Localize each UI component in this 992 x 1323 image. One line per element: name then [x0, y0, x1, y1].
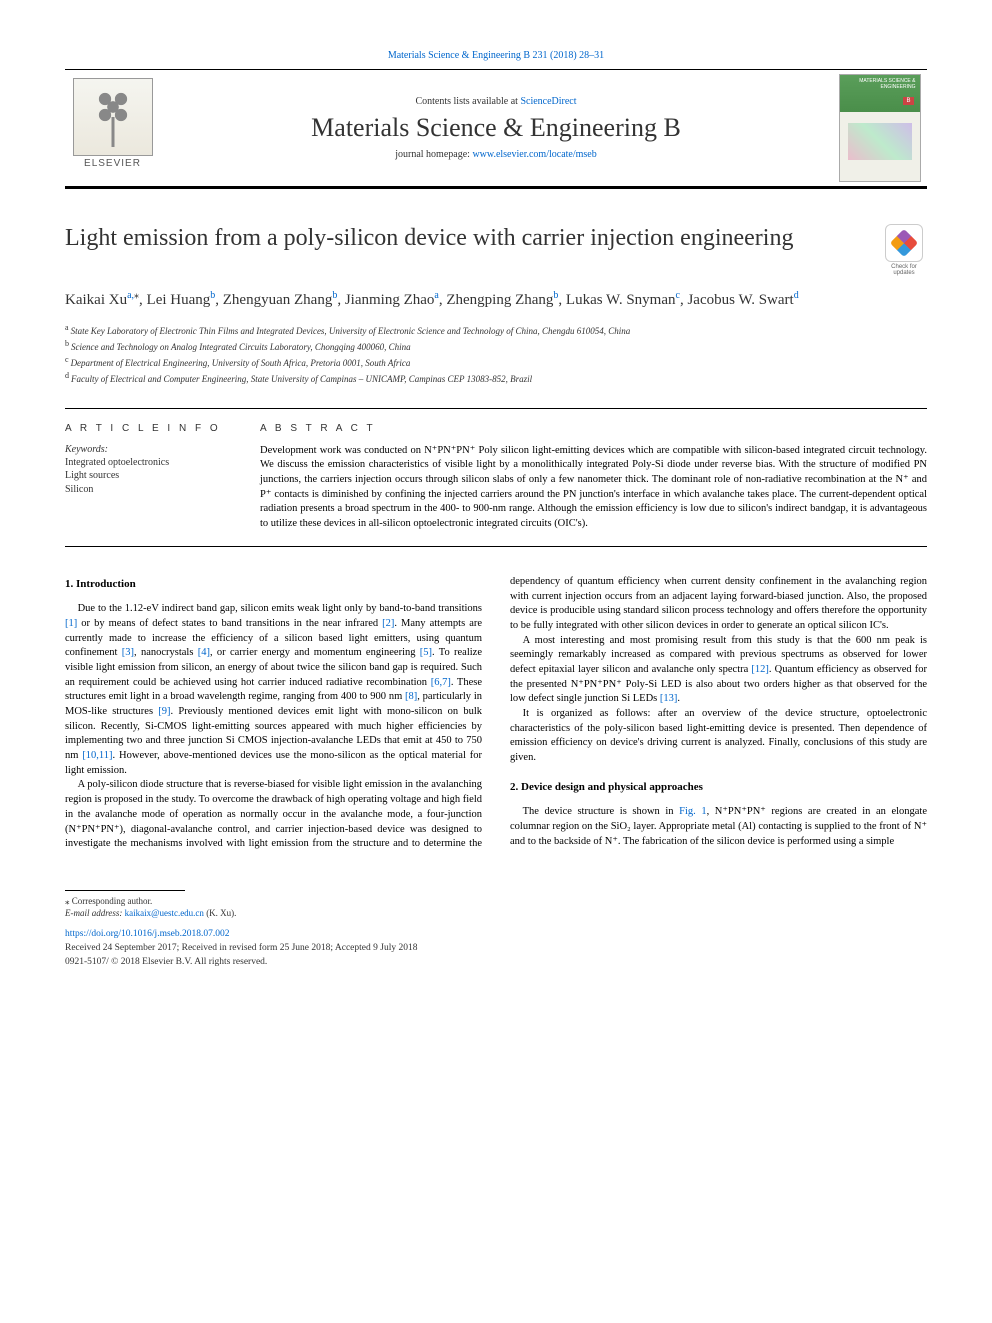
- journal-cover-thumb: [839, 74, 921, 182]
- keywords-list: Integrated optoelectronicsLight sourcesS…: [65, 456, 230, 497]
- elsevier-tree-icon: [73, 78, 153, 156]
- email-label: E-mail address:: [65, 908, 125, 918]
- authors-line: Kaikai Xua,⁎, Lei Huangb, Zhengyuan Zhan…: [65, 288, 927, 312]
- section-heading-design: 2. Device design and physical approaches: [510, 780, 927, 795]
- article-info-heading: A R T I C L E I N F O: [65, 423, 230, 434]
- check-updates-badge[interactable]: Check for updates: [881, 224, 927, 276]
- copyright-line: 0921-5107/ © 2018 Elsevier B.V. All righ…: [65, 956, 927, 969]
- cover-cell: [832, 70, 927, 186]
- article-info-column: A R T I C L E I N F O Keywords: Integrat…: [65, 423, 230, 532]
- journal-name: Materials Science & Engineering B: [311, 113, 681, 143]
- email-line: E-mail address: kaikaix@uestc.edu.cn (K.…: [65, 907, 927, 920]
- check-updates-icon: [885, 224, 923, 262]
- abstract-text: Development work was conducted on N⁺PN⁺P…: [260, 444, 927, 532]
- sciencedirect-link[interactable]: ScienceDirect: [520, 96, 576, 107]
- article-title: Light emission from a poly-silicon devic…: [65, 224, 866, 253]
- intro-p4: It is organized as follows: after an ove…: [510, 707, 927, 766]
- design-p1: The device structure is shown in Fig. 1,…: [510, 805, 927, 849]
- received-line: Received 24 September 2017; Received in …: [65, 942, 927, 955]
- footer-divider: [65, 890, 185, 891]
- homepage-line: journal homepage: www.elsevier.com/locat…: [395, 149, 597, 160]
- doi-link[interactable]: https://doi.org/10.1016/j.mseb.2018.07.0…: [65, 928, 927, 941]
- email-suffix: (K. Xu).: [204, 908, 237, 918]
- abstract-column: A B S T R A C T Development work was con…: [260, 423, 927, 532]
- elsevier-logo: ELSEVIER: [73, 78, 153, 178]
- contents-line: Contents lists available at ScienceDirec…: [415, 96, 576, 107]
- section-heading-intro: 1. Introduction: [65, 577, 482, 592]
- elsevier-label: ELSEVIER: [73, 158, 153, 169]
- journal-banner: ELSEVIER Contents lists available at Sci…: [65, 69, 927, 189]
- header-citation: Materials Science & Engineering B 231 (2…: [65, 50, 927, 61]
- affiliations: aState Key Laboratory of Electronic Thin…: [65, 322, 927, 386]
- contents-prefix: Contents lists available at: [415, 96, 520, 107]
- abstract-heading: A B S T R A C T: [260, 423, 927, 434]
- intro-p1: Due to the 1.12-eV indirect band gap, si…: [65, 602, 482, 778]
- keywords-label: Keywords:: [65, 444, 230, 455]
- homepage-prefix: journal homepage:: [395, 149, 472, 160]
- check-updates-label: Check for updates: [891, 264, 917, 276]
- homepage-link[interactable]: www.elsevier.com/locate/mseb: [472, 149, 596, 160]
- email-link[interactable]: kaikaix@uestc.edu.cn: [125, 908, 204, 918]
- footer: ⁎ Corresponding author. E-mail address: …: [65, 882, 927, 969]
- intro-p3: A most interesting and most promising re…: [510, 634, 927, 707]
- corresponding-author: ⁎ Corresponding author.: [65, 895, 927, 908]
- publisher-logo-cell: ELSEVIER: [65, 70, 160, 186]
- banner-center: Contents lists available at ScienceDirec…: [160, 70, 832, 186]
- body-columns: 1. Introduction Due to the 1.12-eV indir…: [65, 575, 927, 852]
